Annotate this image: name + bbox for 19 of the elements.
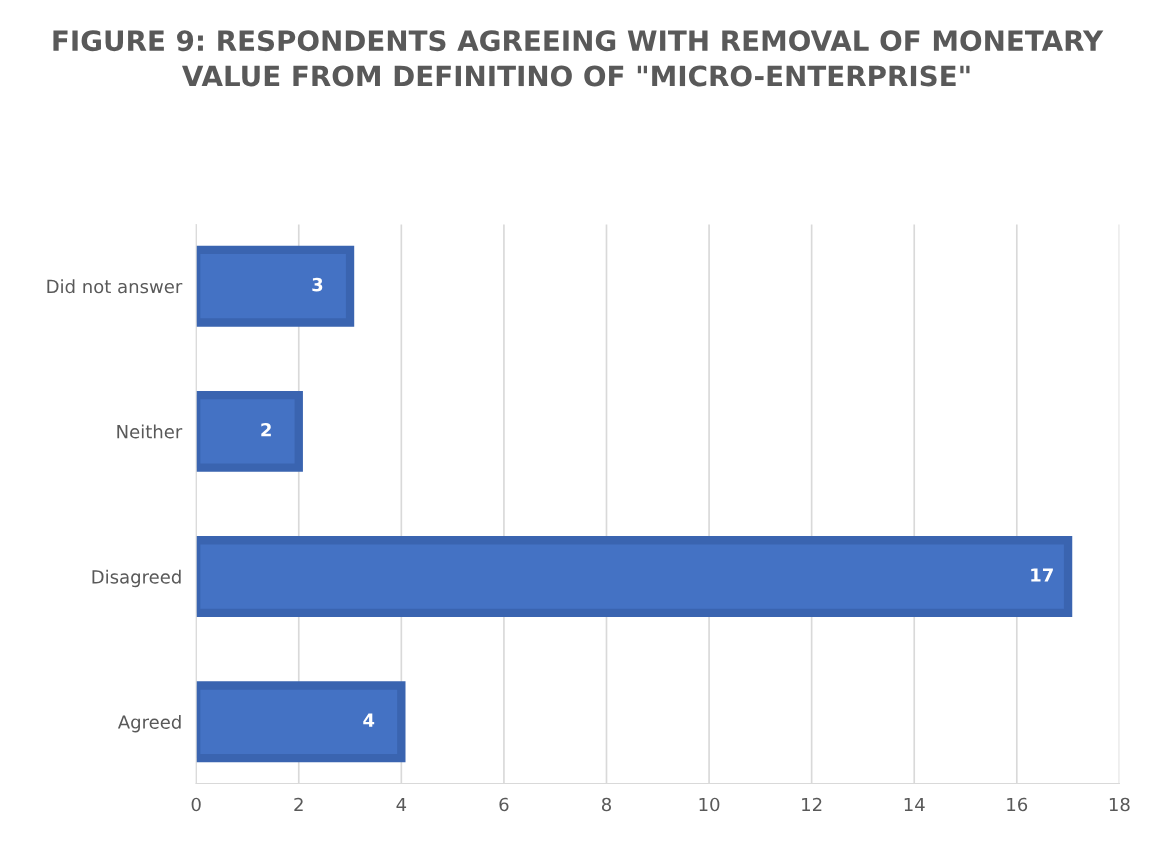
x-tick-label: 6 — [499, 797, 509, 812]
x-tick-label: 0 — [191, 797, 201, 812]
x-tick-label: 4 — [396, 797, 407, 812]
data-label: 3 — [312, 277, 323, 292]
y-tick-label: Agreed — [117, 714, 181, 733]
x-tick-label: 16 — [1007, 797, 1028, 812]
x-tick-label: 8 — [601, 797, 611, 812]
x-tick-label: 12 — [802, 797, 822, 812]
x-tick-label: 10 — [699, 797, 720, 812]
chart-title: FIGURE 9: RESPONDENTS AGREEING WITH REMOVAL OF MONETARY VALUE FROM DEFINITINO OF "MICRO-ENTERPRISE" — [53, 30, 1104, 87]
y-tick-label: Neither — [117, 424, 183, 439]
y-tick-label: Disagreed — [92, 569, 181, 588]
data-label: 4 — [363, 713, 375, 727]
x-tick-label: 18 — [1109, 797, 1130, 812]
x-tick-label: 2 — [294, 797, 303, 812]
x-tick-label: 14 — [904, 797, 925, 812]
y-tick-label: Did not answer — [47, 279, 183, 294]
data-label: 2 — [261, 422, 271, 437]
data-label: 17 — [1031, 568, 1053, 582]
